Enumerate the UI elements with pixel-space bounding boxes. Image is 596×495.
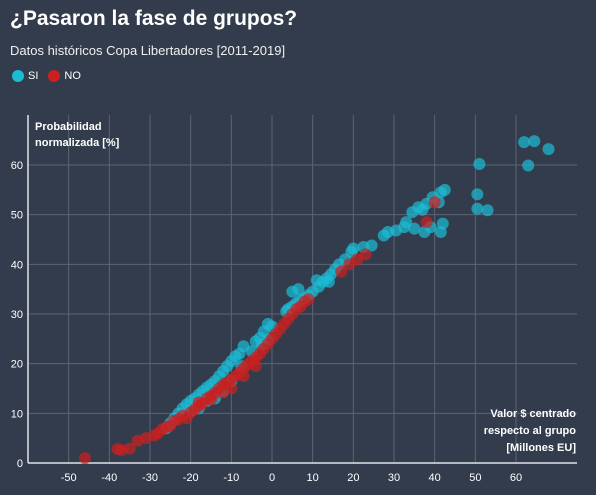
x-tick-label: 0 [269, 472, 275, 484]
legend: SI NO [12, 70, 91, 82]
chart-title: ¿Pasaron la fase de grupos? [10, 7, 298, 30]
y-tick-label: 40 [11, 259, 23, 271]
data-point-si [416, 203, 429, 216]
data-point-no [78, 452, 91, 465]
legend-swatch-si [12, 70, 24, 82]
legend-swatch-no [48, 70, 61, 82]
y-axis-label: normalizada [%] [35, 137, 120, 149]
data-point-si [471, 188, 484, 201]
x-tick-label: 40 [429, 472, 441, 484]
y-tick-label: 30 [11, 309, 23, 321]
x-tick-label: -50 [61, 472, 77, 484]
chart-subtitle: Datos históricos Copa Libertadores [2011… [10, 43, 286, 58]
data-point-si [471, 202, 484, 215]
x-tick-label: 30 [388, 472, 400, 484]
x-tick-label: 50 [469, 472, 481, 484]
data-point-si [522, 159, 535, 172]
tick-labels: -50 -40 -30 -20 -10 0 10 20 30 40 50 60 0 10 20 30 40 50 6… [11, 160, 522, 484]
data-point-si [286, 285, 299, 298]
x-tick-label: -30 [142, 472, 158, 484]
x-tick-label: 20 [347, 472, 359, 484]
data-point-si [310, 274, 323, 287]
data-point-si [322, 275, 335, 288]
data-point-no [123, 442, 136, 455]
data-point-si [406, 206, 419, 219]
data-point-no [172, 413, 185, 426]
legend-item-no[interactable]: NO [48, 70, 81, 82]
data-point-no [160, 421, 173, 434]
data-point-no [428, 196, 441, 209]
data-point-si [400, 216, 413, 229]
x-tick-label: -40 [101, 472, 117, 484]
data-point-no [237, 370, 250, 383]
x-axis-label: [Millones EU] [506, 442, 576, 454]
x-tick-label: 60 [510, 472, 522, 484]
data-point-si [408, 222, 421, 235]
x-axis-label: respecto al grupo [484, 425, 577, 437]
y-axis-label: Probabilidad [35, 121, 102, 133]
x-tick-label: 10 [307, 472, 319, 484]
data-point-si [481, 204, 494, 217]
x-tick-label: -10 [223, 472, 239, 484]
data-point-no [249, 360, 262, 373]
data-point-no [359, 248, 372, 261]
legend-label-no: NO [64, 70, 81, 82]
data-point-no [302, 293, 315, 306]
data-point-si [528, 135, 541, 148]
legend-label-si: SI [28, 70, 39, 82]
data-point-si [473, 158, 486, 171]
data-point-si [542, 143, 555, 156]
y-tick-label: 60 [11, 160, 23, 172]
data-point-si [377, 229, 390, 242]
data-point-si [434, 226, 447, 239]
x-axis-label: Valor $ centrado [490, 408, 576, 420]
data-point-no [225, 382, 238, 395]
y-tick-label: 50 [11, 210, 23, 222]
y-tick-label: 10 [11, 408, 23, 420]
data-point-no [205, 393, 217, 406]
legend-item-si[interactable]: SI [12, 70, 38, 82]
data-point-si [518, 136, 531, 149]
y-tick-label: 20 [11, 359, 23, 371]
data-points [78, 135, 555, 465]
data-point-no [335, 265, 348, 278]
data-point-no [192, 396, 205, 409]
data-point-no [420, 216, 433, 229]
x-tick-label: -20 [183, 472, 199, 484]
axis-labels: Probabilidad normalizada [%] Valor $ centr… [35, 121, 576, 454]
y-tick-label: 0 [17, 458, 23, 470]
